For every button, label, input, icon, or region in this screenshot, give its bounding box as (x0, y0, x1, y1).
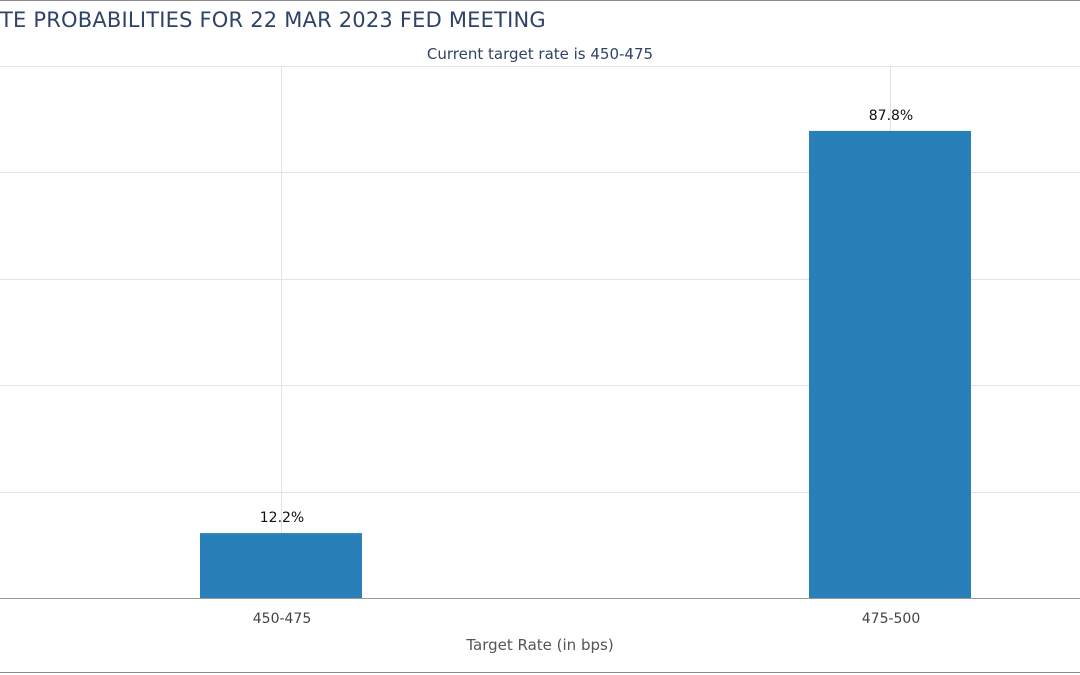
labels: 12.2% 450-475 87.8% 475-500 (253, 108, 921, 627)
top-border (0, 0, 1080, 1)
x-axis-label: Target Rate (in bps) (466, 636, 614, 654)
x-tick-label-450-475: 450-475 (253, 611, 312, 627)
chart-subtitle: Current target rate is 450-475 (426, 45, 654, 63)
bar-450-475 (200, 533, 362, 598)
data-label-475-500: 87.8% (869, 108, 913, 124)
x-tick-label-475-500: 475-500 (862, 611, 921, 627)
data-label-450-475: 12.2% (260, 510, 304, 526)
bottom-border (0, 672, 1080, 673)
bars (200, 130, 971, 599)
bar-475-500 (809, 130, 971, 599)
chart-title: TE PROBABILITIES FOR 22 MAR 2023 FED MEE… (0, 8, 546, 32)
